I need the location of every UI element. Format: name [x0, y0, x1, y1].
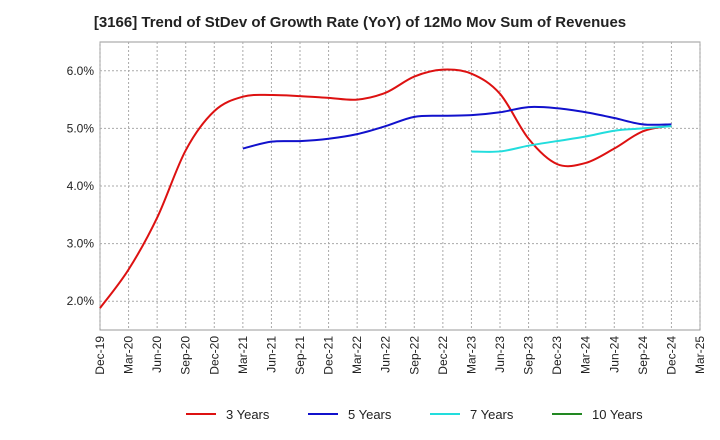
x-tick-label: Dec-21 [322, 336, 336, 375]
x-tick-label: Jun-23 [493, 336, 507, 373]
x-tick-label: Mar-23 [464, 336, 478, 374]
y-tick-label: 6.0% [67, 64, 95, 78]
x-tick-label: Sep-21 [293, 336, 307, 375]
y-tick-label: 3.0% [67, 237, 95, 251]
legend-label: 10 Years [592, 407, 643, 422]
legend-label: 7 Years [470, 407, 514, 422]
legend-label: 3 Years [226, 407, 270, 422]
x-tick-label: Mar-20 [122, 336, 136, 374]
x-tick-label: Sep-20 [179, 336, 193, 375]
x-tick-label: Jun-20 [150, 336, 164, 373]
x-tick-label: Mar-24 [579, 336, 593, 374]
legend-item: 7 Years [430, 407, 514, 422]
x-tick-label: Mar-25 [693, 336, 707, 374]
y-tick-label: 5.0% [67, 121, 95, 135]
x-tick-label: Sep-23 [522, 336, 536, 375]
chart-title: [3166] Trend of StDev of Growth Rate (Yo… [93, 14, 627, 31]
x-tick-label: Dec-22 [436, 336, 450, 375]
legend-item: 5 Years [308, 407, 392, 422]
x-tick-label: Sep-24 [636, 336, 650, 375]
legend-label: 5 Years [348, 407, 392, 422]
x-tick-label: Dec-20 [207, 336, 221, 375]
x-tick-label: Jun-24 [607, 336, 621, 373]
x-tick-label: Mar-22 [350, 336, 364, 374]
x-tick-label: Dec-19 [93, 336, 107, 375]
series-line-7-years [471, 125, 672, 153]
legend-item: 3 Years [186, 407, 270, 422]
y-tick-label: 2.0% [67, 294, 95, 308]
series-line-5-years [242, 105, 672, 150]
x-tick-label: Dec-24 [664, 336, 678, 375]
x-tick-label: Jun-21 [264, 336, 278, 373]
x-tick-label: Dec-23 [550, 336, 564, 375]
series-line-3-years [99, 68, 672, 309]
legend-item: 10 Years [552, 407, 643, 422]
x-tick-label: Jun-22 [379, 336, 393, 373]
x-tick-label: Sep-22 [407, 336, 421, 375]
x-tick-label: Mar-21 [236, 336, 250, 374]
y-tick-label: 4.0% [67, 179, 95, 193]
